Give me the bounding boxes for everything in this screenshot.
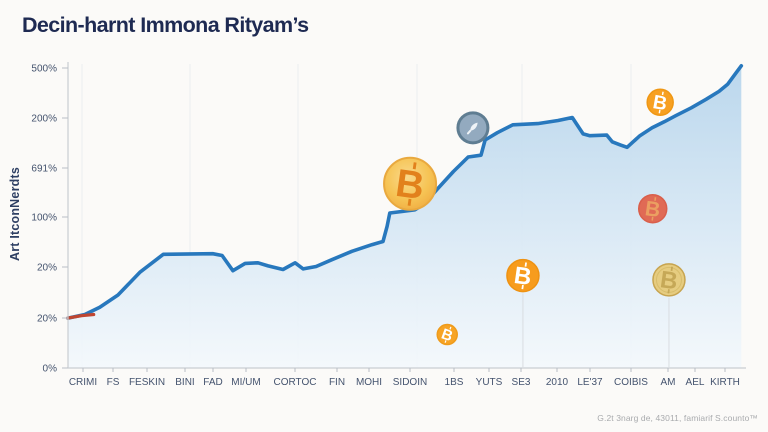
x-tick-label: LE'37: [577, 377, 603, 388]
y-tick-label: 0%: [43, 364, 58, 375]
bitcoin-coin-small-disc: [436, 323, 458, 346]
x-tick-label: YUTS: [476, 377, 503, 388]
x-tick-label: BINI: [175, 377, 194, 388]
x-tick-label: AEL: [686, 377, 705, 388]
bitcoin-tick-bottom: [444, 340, 447, 343]
bitcoin-tick-bottom: [407, 198, 412, 206]
y-tick-label: 500%: [31, 64, 57, 75]
x-tick-label: FS: [107, 377, 120, 388]
start-segment: [66, 312, 96, 320]
bitcoin-coin-top-right: B: [646, 88, 674, 117]
x-tick-label: MI/UM: [231, 377, 260, 388]
bitcoin-coin-large-disc: [383, 156, 438, 211]
bitcoin-tick-top: [654, 197, 657, 201]
bitcoin-b: B: [658, 266, 679, 295]
bitcoin-glyph: B: [658, 266, 679, 295]
y-tick-label: 20%: [37, 263, 57, 274]
bitcoin-b: B: [651, 91, 669, 115]
bitcoin-tick-top: [670, 266, 673, 271]
red-coin-disc: [637, 193, 668, 224]
area-fill: [68, 65, 742, 369]
x-tick-label: CORTOC: [274, 377, 317, 388]
x-tick-label: SIDOIN: [393, 377, 427, 388]
x-tick-label: COIBIS: [614, 377, 648, 388]
y-axis-title: Art ItconNerdts: [8, 167, 22, 261]
bitcoin-tick-bottom: [667, 289, 670, 294]
bitcoin-coin-mid: B: [506, 258, 540, 293]
page-title: Decin-harnt Immona Rityam’s: [22, 13, 309, 37]
bitcoin-glyph: B: [512, 262, 533, 291]
bitcoin-coin-small: B: [436, 323, 458, 346]
x-tick-label: CRIMI: [69, 377, 97, 388]
x-tick-label: FAD: [203, 377, 222, 388]
price-line: [66, 64, 744, 320]
x-tick-label: FIN: [329, 377, 345, 388]
x-tick-label: SE3: [512, 377, 531, 388]
x-tick-label: 1BS: [445, 377, 464, 388]
rocket-exhaust: [466, 129, 472, 135]
bitcoin-b: B: [643, 197, 661, 222]
bitcoin-glyph: B: [651, 91, 669, 115]
footer-source-note: G.2t 3narg de, 43011, famiarif S.counto™: [597, 413, 758, 423]
bitcoin-tick-bottom: [521, 284, 524, 290]
x-tick-label: AM: [661, 377, 676, 388]
rocket-coin: [456, 111, 490, 145]
bitcoin-tick-top: [449, 326, 452, 330]
y-tick-label: 20%: [37, 314, 57, 325]
bitcoin-tick-bottom: [651, 216, 654, 221]
gold-coin: B: [652, 263, 686, 297]
bitcoin-coin-top-right-disc: [646, 88, 674, 117]
x-tick-label: MOHI: [356, 377, 382, 388]
bitcoin-tick-bottom: [658, 109, 661, 114]
bitcoin-coin-mid-disc: [506, 258, 540, 293]
x-tick-label: FESKIN: [129, 377, 165, 388]
bitcoin-tick-top: [412, 162, 417, 170]
y-tick-label: 100%: [31, 213, 57, 224]
bitcoin-glyph: B: [643, 197, 662, 222]
y-tick-label: 691%: [31, 164, 57, 175]
y-tick-label: 200%: [31, 114, 57, 125]
rocket-body: [470, 122, 478, 131]
bitcoin-tick-top: [661, 91, 664, 96]
bitcoin-b: B: [512, 262, 533, 291]
x-tick-label: 2010: [546, 377, 569, 388]
gold-coin-disc: [652, 263, 686, 297]
rocket-glyph: [466, 122, 478, 135]
red-coin: B: [637, 193, 668, 224]
x-tick-label: KIRTH: [710, 377, 740, 388]
bitcoin-glyph: B: [393, 162, 427, 209]
bitcoin-tick-top: [524, 262, 527, 267]
bitcoin-coin-large: B: [383, 156, 438, 211]
